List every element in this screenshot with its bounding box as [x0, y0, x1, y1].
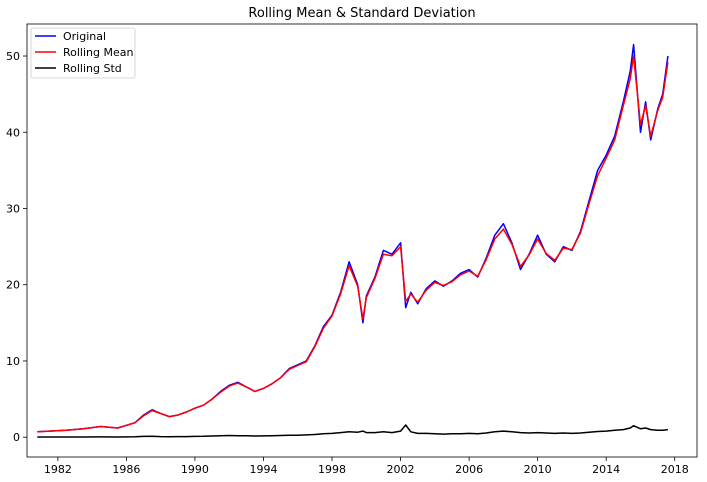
x-tick-label: 2002 — [387, 463, 415, 476]
legend-label-original: Original — [63, 30, 106, 43]
x-tick-label: 1998 — [318, 463, 346, 476]
series-line-rolling-std — [37, 424, 669, 438]
y-tick-label: 40 — [6, 126, 20, 139]
series-line-rolling-mean — [37, 55, 669, 433]
legend: Original Rolling Mean Rolling Std — [30, 27, 136, 79]
y-axis: 0 10 20 30 40 50 — [6, 50, 27, 444]
legend-label-rolling-std: Rolling Std — [63, 62, 122, 75]
axes-frame — [26, 23, 698, 458]
series-layer — [37, 43, 669, 438]
plot-area — [26, 23, 698, 458]
x-tick-label: 2014 — [592, 463, 620, 476]
y-tick-label: 10 — [6, 355, 20, 368]
legend-frame — [30, 27, 136, 79]
y-tick-label: 0 — [13, 431, 20, 444]
x-tick-label: 1990 — [181, 463, 209, 476]
y-tick-label: 50 — [6, 50, 20, 63]
x-tick-label: 2006 — [455, 463, 483, 476]
x-axis: 1982 1986 1990 1994 1998 2002 2006 2010 2014 2018 — [44, 457, 689, 476]
x-tick-label: 2010 — [524, 463, 552, 476]
x-tick-label: 1982 — [44, 463, 72, 476]
y-tick-label: 30 — [6, 202, 20, 215]
legend-label-rolling-mean: Rolling Mean — [63, 46, 133, 59]
x-tick-label: 2018 — [661, 463, 689, 476]
x-tick-label: 1986 — [112, 463, 140, 476]
chart-title: Rolling Mean & Standard Deviation — [248, 6, 475, 21]
x-tick-label: 1994 — [249, 463, 277, 476]
y-tick-label: 20 — [6, 279, 20, 292]
